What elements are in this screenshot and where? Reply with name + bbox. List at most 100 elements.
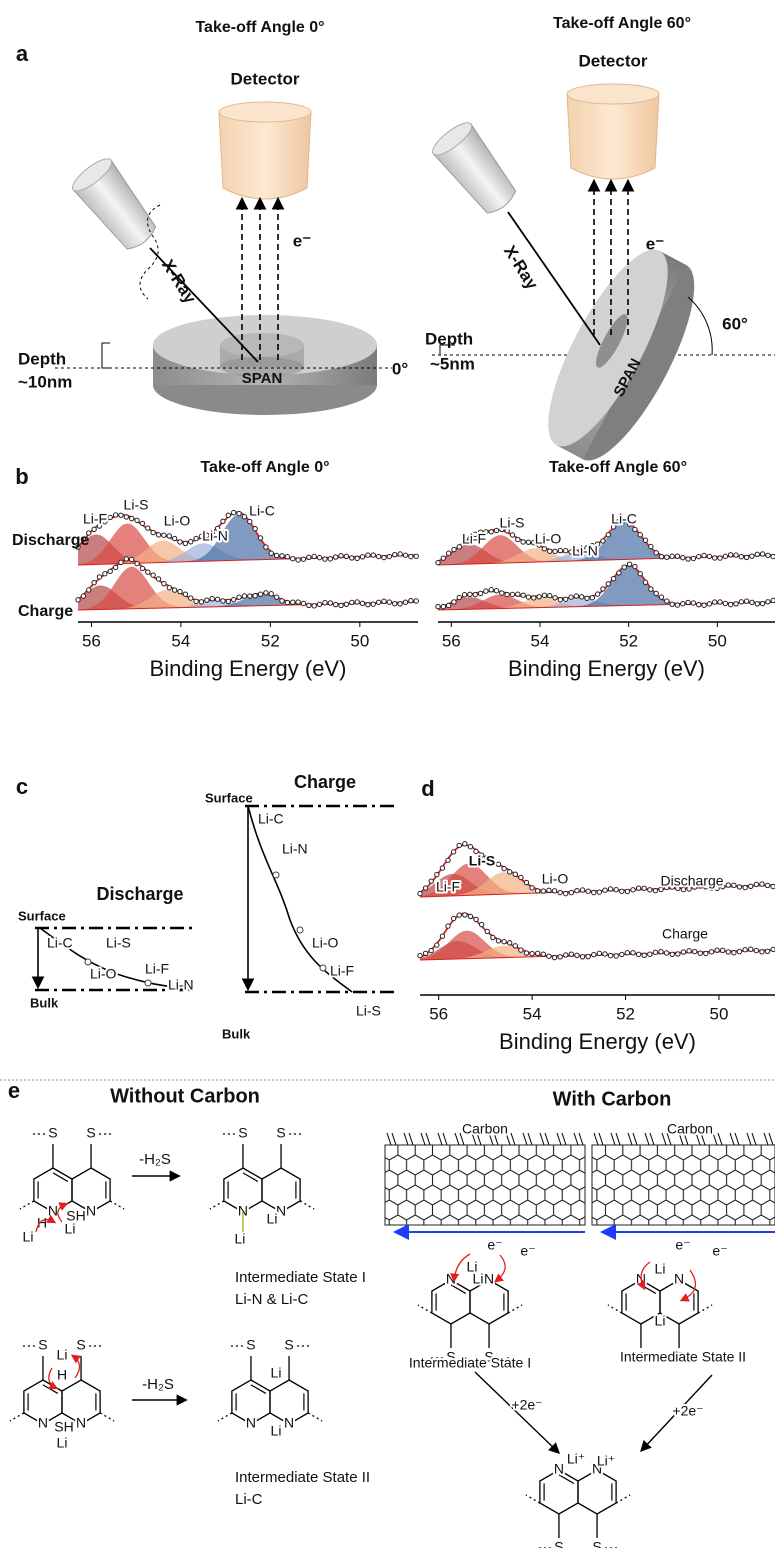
electron-label: e⁻ — [487, 1237, 502, 1253]
data-point — [178, 589, 182, 593]
data-point — [649, 544, 653, 548]
peak-label: Li-F — [83, 511, 107, 527]
data-point — [452, 600, 456, 604]
data-point — [253, 594, 257, 598]
data-point — [704, 951, 708, 955]
label: e⁻ — [293, 231, 311, 250]
data-point — [734, 553, 738, 557]
atom-label: Li — [57, 1347, 68, 1363]
depth-title: Discharge — [96, 884, 183, 904]
atom-label: Li — [271, 1423, 282, 1439]
data-point — [463, 842, 467, 846]
data-point — [614, 954, 618, 958]
stub — [308, 1413, 322, 1421]
data-point — [743, 885, 747, 889]
data-point — [513, 944, 517, 948]
species-label: Li-C — [258, 811, 284, 827]
data-point — [755, 552, 759, 556]
data-point — [755, 602, 759, 606]
data-point — [146, 526, 150, 530]
data-point — [744, 555, 748, 559]
data-point — [687, 949, 691, 953]
data-point — [103, 572, 107, 576]
data-point — [586, 954, 590, 958]
data-point — [502, 940, 506, 944]
electron-label: e⁻ — [520, 1243, 535, 1259]
data-point — [526, 540, 530, 544]
atom-label: Li — [234, 1231, 245, 1247]
data-point — [732, 883, 736, 887]
data-point — [754, 948, 758, 952]
data-point — [743, 948, 747, 952]
data-point — [248, 519, 252, 523]
panel-label: e — [8, 1078, 20, 1103]
data-point — [484, 589, 488, 593]
data-point — [312, 604, 316, 608]
lattice-edge — [404, 1133, 413, 1145]
atom-label: Li — [65, 1221, 76, 1237]
data-point — [237, 595, 241, 599]
data-point — [441, 604, 445, 608]
data-point — [226, 599, 230, 603]
data-point — [210, 597, 214, 601]
data-point — [654, 591, 658, 595]
data-point — [457, 595, 461, 599]
data-point — [718, 556, 722, 560]
data-point — [569, 595, 573, 599]
data-point — [409, 598, 413, 602]
data-point — [603, 952, 607, 956]
data-point — [597, 890, 601, 894]
data-point — [253, 526, 257, 530]
x-tick-label: 56 — [429, 1004, 448, 1023]
carbon-lattice — [385, 1145, 585, 1225]
data-point — [638, 572, 642, 576]
data-point — [76, 598, 80, 602]
data-point — [675, 554, 679, 558]
profile-point — [145, 980, 151, 986]
data-point — [697, 554, 701, 558]
data-point — [387, 600, 391, 604]
data-point — [468, 592, 472, 596]
double-bond — [243, 1173, 258, 1182]
data-point — [633, 564, 637, 568]
data-point — [360, 601, 364, 605]
bulk-label: Bulk — [30, 995, 59, 1010]
data-point — [558, 955, 562, 959]
data-point — [119, 513, 123, 517]
species-label: Li-O — [312, 935, 339, 951]
detector-top — [219, 102, 311, 122]
data-point — [592, 890, 596, 894]
data-point — [601, 539, 605, 543]
stub — [300, 1201, 314, 1209]
atom-label: Li — [23, 1229, 34, 1245]
lattice-edge — [387, 1133, 396, 1145]
data-point — [398, 552, 402, 556]
data-point — [681, 950, 685, 954]
data-point — [676, 952, 680, 956]
data-point — [707, 602, 711, 606]
data-point — [226, 513, 230, 517]
data-point — [151, 573, 155, 577]
data-point — [670, 554, 674, 558]
data-point — [691, 556, 695, 560]
peak-label: Li-F — [462, 531, 486, 547]
data-point — [436, 560, 440, 564]
electron-label: e⁻ — [712, 1243, 727, 1259]
electron-arrow — [496, 1255, 505, 1281]
bulk-label: Bulk — [222, 1026, 251, 1041]
data-point — [698, 951, 702, 955]
data-point — [536, 951, 540, 955]
data-point — [726, 883, 730, 887]
data-point — [622, 565, 626, 569]
carbon-lattice — [592, 1145, 775, 1225]
label: X-Ray — [158, 256, 200, 307]
data-point — [653, 888, 657, 892]
label: ~5nm — [430, 354, 475, 373]
data-point — [468, 845, 472, 849]
data-point — [418, 891, 422, 895]
label: SPAN — [242, 370, 283, 387]
data-point — [97, 575, 101, 579]
data-point — [728, 553, 732, 557]
data-point — [749, 947, 753, 951]
atom-label: N — [86, 1203, 96, 1219]
